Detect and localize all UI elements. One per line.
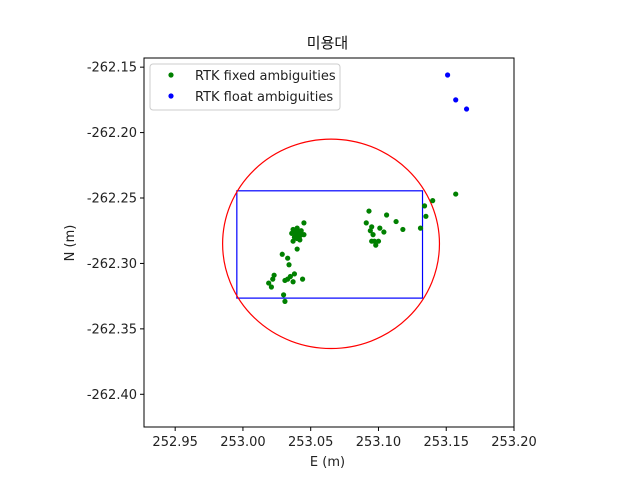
data-point [384,212,390,218]
data-point [290,238,296,244]
boundary-circle [222,138,441,350]
data-point [266,280,272,286]
data-point [370,232,376,238]
data-point [463,106,470,112]
data-point [297,237,303,243]
data-point [286,262,292,268]
data-point [298,228,304,234]
data-point [444,72,451,78]
data-point [285,255,291,261]
y-axis-label: N (m) [63,225,78,262]
data-point [366,208,372,214]
data-point [294,246,300,252]
legend-label-float: RTK float ambiguities [195,90,333,105]
data-point [393,218,399,225]
x-tick-label: 253.05 [288,435,334,450]
data-point [423,213,429,219]
data-point [421,203,428,209]
plot-frame [143,57,515,428]
data-point [400,226,406,233]
y-tick-label: -262.15 [87,61,137,76]
legend-marker-fixed [168,72,174,78]
legend: RTK fixed ambiguities RTK float ambiguit… [149,63,341,111]
bounding-rectangle [236,190,424,299]
x-tick-label: 253.00 [220,435,266,450]
y-tick-label: -262.20 [87,126,137,141]
data-point [282,298,288,304]
y-tick-label: -262.40 [87,388,137,403]
data-point [453,191,459,197]
data-point [417,225,424,231]
data-point [299,276,306,282]
y-axis: -262.15 -262.20 -262.25 -262.30 -262.35 -262.… [87,61,144,403]
data-point [271,272,277,278]
x-tick-label: 253.10 [356,435,402,450]
data-point [381,229,387,235]
data-point [363,220,369,226]
data-point [375,238,382,244]
data-point [301,220,307,226]
y-tick-label: -262.25 [87,192,137,207]
data-point [373,242,379,248]
legend-box [149,63,341,111]
x-tick-label: 253.20 [491,435,537,450]
data-point [294,225,300,231]
chart-title: 미용대 [307,34,348,52]
x-tick-label: 252.95 [152,435,198,450]
data-point [430,198,436,204]
data-point [287,273,293,280]
data-point [291,271,298,277]
data-point [301,232,307,238]
data-point [377,225,383,231]
plot-content [222,72,470,350]
series-1 [444,72,470,112]
x-axis-label: E (m) [310,455,345,470]
y-tick-label: -262.35 [87,322,137,337]
data-point [290,279,296,285]
data-point [279,251,285,257]
data-point [367,228,373,234]
data-point [280,292,287,298]
legend-label-fixed: RTK fixed ambiguities [195,69,336,84]
data-point [369,224,375,230]
data-point [268,284,274,290]
data-point [371,238,378,244]
data-point [453,97,459,103]
x-tick-label: 253.15 [423,435,469,450]
legend-marker-float [168,93,174,99]
series-0 [266,191,459,304]
x-axis: 252.95 253.00 253.05 253.10 253.15 253.20 [152,427,537,450]
data-point [270,276,276,282]
y-tick-label: -262.30 [87,257,137,272]
